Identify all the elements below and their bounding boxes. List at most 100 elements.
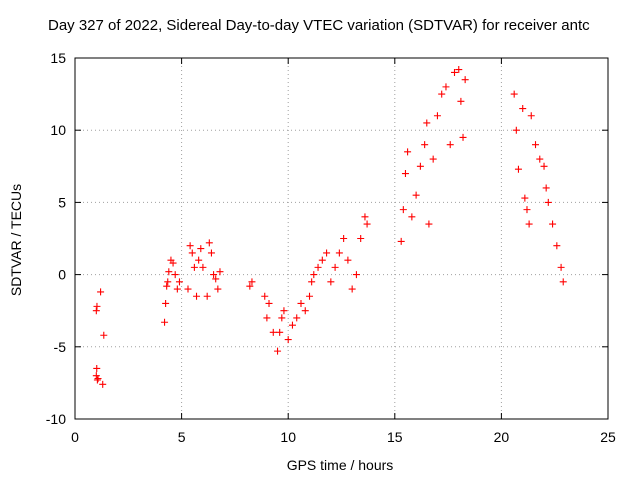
data-point [274,347,282,355]
data-point [429,155,437,163]
data-point [433,112,441,120]
data-point [163,282,171,290]
data-point [318,256,326,264]
data-point [512,126,520,134]
data-point [510,90,518,98]
data-point [162,299,170,307]
y-tick-label: 10 [50,122,66,138]
data-point [361,213,369,221]
data-point [421,141,429,149]
data-point [408,213,416,221]
data-point [335,249,343,257]
data-point [401,170,409,178]
data-point [100,331,108,339]
data-point [363,220,371,228]
data-point [248,278,256,286]
data-point [412,191,420,199]
data-point [280,307,288,315]
data-point [542,184,550,192]
data-point [549,220,557,228]
data-point [190,263,198,271]
y-tick-label: 5 [58,194,66,210]
data-point [352,271,360,279]
data-point [457,97,465,105]
x-tick-label: 10 [280,429,296,445]
data-point [197,245,205,253]
data-point [404,148,412,156]
data-point [340,235,348,242]
data-point [216,268,224,276]
data-point [93,364,101,372]
data-point [423,119,431,127]
data-point [94,375,102,383]
x-axis-label: GPS time / hours [286,457,394,473]
data-point [164,278,172,286]
data-point [97,288,105,296]
data-point [348,285,356,293]
data-point [284,336,292,344]
data-point [169,259,177,267]
y-tick-label: 15 [50,50,66,66]
data-point [514,165,522,173]
x-tick-label: 5 [178,429,186,445]
data-point [203,292,211,300]
data-points [92,66,567,388]
data-point [544,198,552,206]
data-point [455,66,463,74]
data-point [165,268,173,276]
x-tick-label: 0 [71,429,79,445]
data-point [397,237,405,245]
data-point [193,292,201,300]
data-point [93,376,101,384]
data-point [92,307,100,315]
data-point [161,318,169,326]
x-tick-label: 15 [387,429,403,445]
data-point [399,206,407,214]
data-point [525,220,533,228]
x-tick-label: 25 [600,429,616,445]
data-point [210,271,218,279]
data-point [92,372,100,380]
data-point [175,278,183,286]
data-point [278,314,286,322]
data-point [173,285,181,293]
data-point [276,328,284,336]
data-point [171,271,179,279]
data-point [212,275,220,283]
data-point [461,76,469,84]
data-point [288,321,296,329]
data-point [553,242,561,250]
data-point [306,292,314,300]
data-point [523,206,531,214]
data-point [207,249,215,257]
data-point [357,235,365,242]
data-point [540,162,548,170]
y-tick-label: 0 [58,267,66,283]
data-point [323,249,331,257]
data-point [93,302,101,310]
data-point [293,314,301,322]
data-point [521,194,529,202]
x-tick-label: 20 [494,429,510,445]
data-point [446,141,454,149]
data-point [269,328,277,336]
data-point [188,249,196,257]
data-point [532,141,540,149]
data-point [246,282,254,290]
data-point [331,263,339,271]
axis-ticks: 0 5 10 15 20 25 -10 -5 0 5 10 15 [46,50,616,445]
data-point [261,292,269,300]
y-tick-label: -5 [54,339,67,355]
data-point [310,271,318,279]
data-point [186,242,194,250]
data-point [438,90,446,98]
data-point [442,83,450,91]
data-point [195,256,203,264]
data-point [536,155,544,163]
data-point [314,263,322,271]
data-point [297,299,305,307]
data-point [559,278,567,286]
data-point [205,239,213,247]
data-point [308,278,316,286]
